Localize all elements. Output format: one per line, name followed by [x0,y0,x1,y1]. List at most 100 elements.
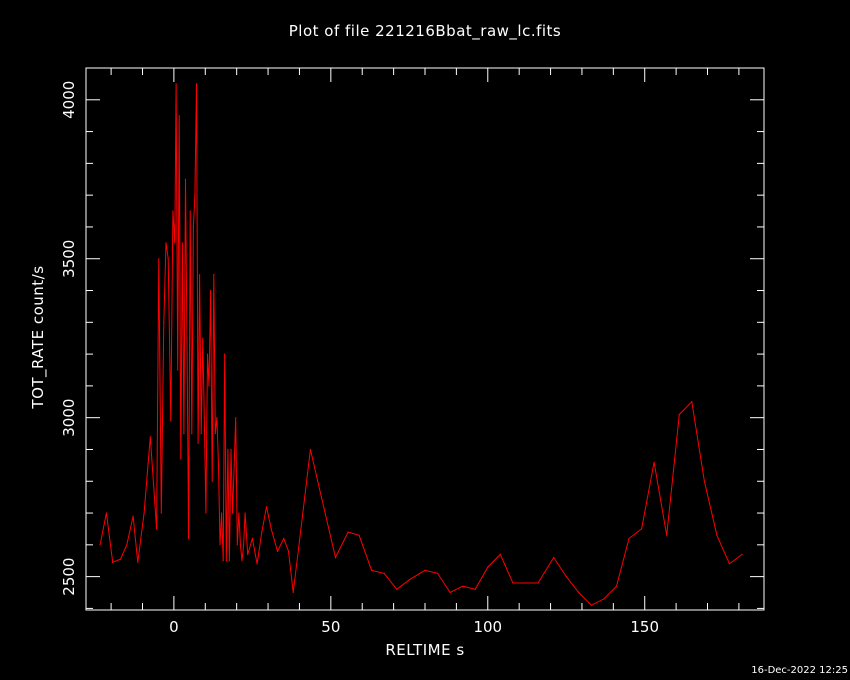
data-point [728,563,731,565]
data-point [160,512,162,514]
data-point [239,544,241,546]
data-point [424,569,426,571]
data-point [499,553,501,556]
data-point [126,544,128,546]
data-point [553,556,555,559]
data-point [221,512,223,514]
data-point [309,448,311,451]
data-point [227,448,229,451]
data-point [590,604,593,606]
data-point [210,289,212,292]
data-point [287,550,290,552]
data-point [158,258,160,260]
data-point [119,558,122,560]
data-point [181,242,183,244]
data-point [449,591,451,594]
data-point [184,178,187,180]
data-point [175,83,177,85]
data-point [197,442,199,444]
data-point [408,579,410,581]
data-point [383,572,385,575]
data-point [276,550,279,552]
data-point [228,560,230,562]
data-point [716,534,718,536]
x-axis-label: RELTIME s [385,641,465,659]
data-point [232,512,234,514]
data-point [261,531,263,533]
data-point [437,572,439,575]
data-point [236,544,238,546]
plot-frame [85,67,765,611]
data-point [251,537,253,540]
data-point [628,537,630,540]
data-point [137,561,139,563]
data-point [200,433,202,435]
data-point [191,433,193,435]
data-point [298,541,300,543]
data-point [195,83,198,85]
data-point [219,544,221,546]
data-point [224,353,226,355]
data-point [691,401,693,403]
data-point [235,417,237,419]
x-tick-label: 50 [321,618,340,636]
data-point [174,242,176,244]
data-point [178,115,180,117]
data-point [615,585,618,587]
y-tick-label: 4000 [60,81,78,119]
data-point [202,337,204,339]
data-point [180,458,182,460]
data-point [487,566,489,568]
data-point [222,560,224,562]
data-point [213,274,215,276]
chart-title: Plot of file 221216Bbat_raw_lc.fits [288,22,562,40]
data-point [265,506,268,508]
data-point [132,515,134,517]
data-point [214,433,216,435]
y-tick-label: 2500 [60,558,78,596]
data-point [194,194,196,196]
data-point [283,537,285,540]
y-tick-label: 3500 [60,240,78,278]
y-axis-label: TOT_RATE count/s [29,265,47,409]
y-tick-label: 3000 [60,399,78,437]
data-point [247,553,249,556]
data-point [238,512,240,514]
data-point [233,464,235,466]
data-point [678,413,680,416]
data-point [167,258,169,260]
x-tick-label: 150 [630,618,659,636]
data-point [170,420,172,422]
data-point [211,480,213,482]
data-point [203,417,205,419]
data-point [188,537,190,540]
rate-series-line [99,83,743,606]
data-point [163,321,165,323]
data-point [256,563,258,565]
data-point [183,433,185,435]
data-point [199,274,201,276]
data-points [99,83,743,606]
data-point [524,582,527,584]
data-point [156,528,158,530]
data-point [243,544,245,546]
data-point [186,353,188,355]
data-point [149,436,151,438]
data-point [177,369,179,371]
data-point [206,353,209,355]
data-point [143,512,145,514]
data-point [358,534,360,536]
data-point [208,385,210,387]
data-point [653,461,655,463]
data-point [741,553,743,556]
data-point [99,544,101,546]
data-point [172,210,174,212]
data-point [603,598,605,600]
x-tick-label: 100 [473,618,502,636]
data-point [105,512,107,514]
data-point [474,588,476,590]
data-point [537,582,539,584]
tick-labels: 0 50 100 150 2500 3000 3500 4000 [60,81,659,636]
data-point [270,528,272,530]
data-point [703,480,706,482]
